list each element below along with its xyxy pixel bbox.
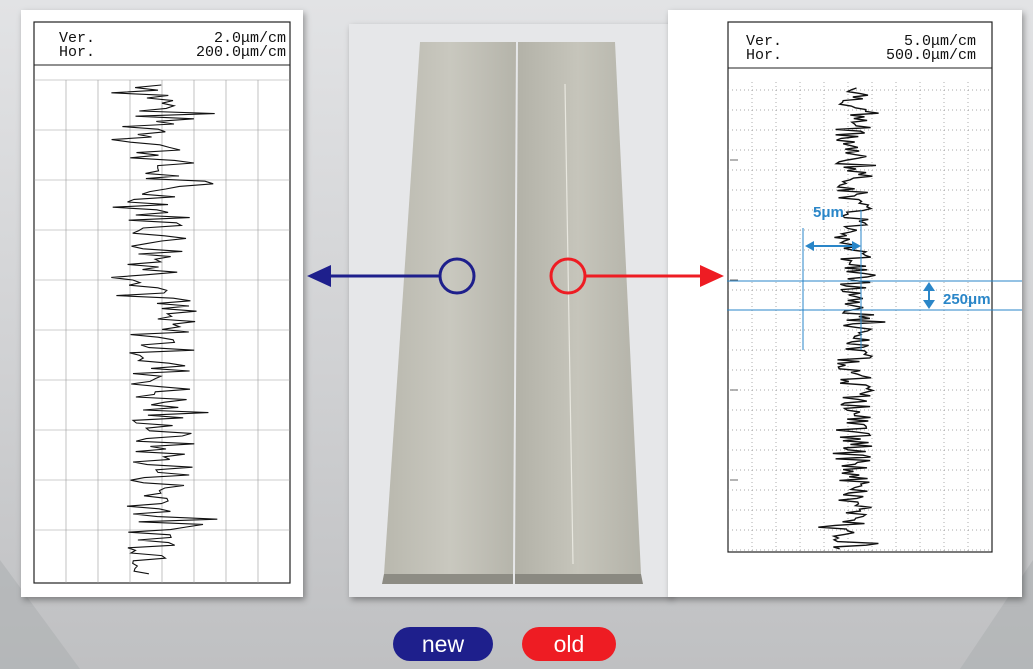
left-chart-scale: 2.0μm/cm 200.0μm/cm — [146, 30, 286, 61]
annotation-arrow-up — [923, 282, 935, 291]
annotation-arrow-left — [805, 241, 814, 251]
old-plate-scratch — [564, 83, 574, 565]
sample-photo — [349, 24, 671, 597]
steel-plates-image — [382, 42, 643, 584]
annotation-5um-label: 5μm — [813, 204, 844, 221]
old-plate-edge — [515, 574, 643, 584]
ver-label: Ver. — [746, 33, 783, 50]
right-chart-scale: 5.0μm/cm 500.0μm/cm — [838, 33, 976, 64]
ver-scale-value: 2.0μm/cm — [213, 30, 286, 47]
right-profile-chart — [727, 21, 1022, 553]
new-plate-edge — [382, 574, 513, 584]
old-plate — [515, 42, 641, 574]
left-chart-header: Ver. Hor. — [59, 30, 96, 61]
hor-scale-value: 500.0μm/cm — [885, 47, 976, 64]
annotation-arrow-down — [923, 300, 935, 309]
right-chart-header: Ver. Hor. — [746, 33, 783, 64]
new-marker-circle — [438, 257, 476, 295]
new-badge: new — [393, 627, 493, 661]
hor-label: Hor. — [746, 47, 783, 64]
hor-scale-value: 200.0μm/cm — [195, 44, 286, 61]
left-profile-trace — [111, 84, 218, 575]
new-plate — [384, 42, 516, 574]
left-chart-grid — [34, 79, 290, 583]
new-profile-panel: Ver. Hor. 2.0μm/cm 200.0μm/cm — [21, 10, 303, 597]
ver-label: Ver. — [59, 30, 96, 47]
left-profile-chart — [33, 21, 291, 584]
old-profile-panel: Ver. Hor. 5.0μm/cm 500.0μm/cm 5μm 250μm — [668, 10, 1022, 597]
hor-label: Hor. — [59, 44, 96, 61]
annotation-250um-label: 250μm — [943, 291, 991, 308]
old-badge: old — [522, 627, 616, 661]
right-chart-border — [727, 21, 993, 553]
annotation-arrow-right — [852, 241, 861, 251]
ver-scale-value: 5.0μm/cm — [903, 33, 976, 50]
right-profile-trace — [818, 87, 886, 550]
